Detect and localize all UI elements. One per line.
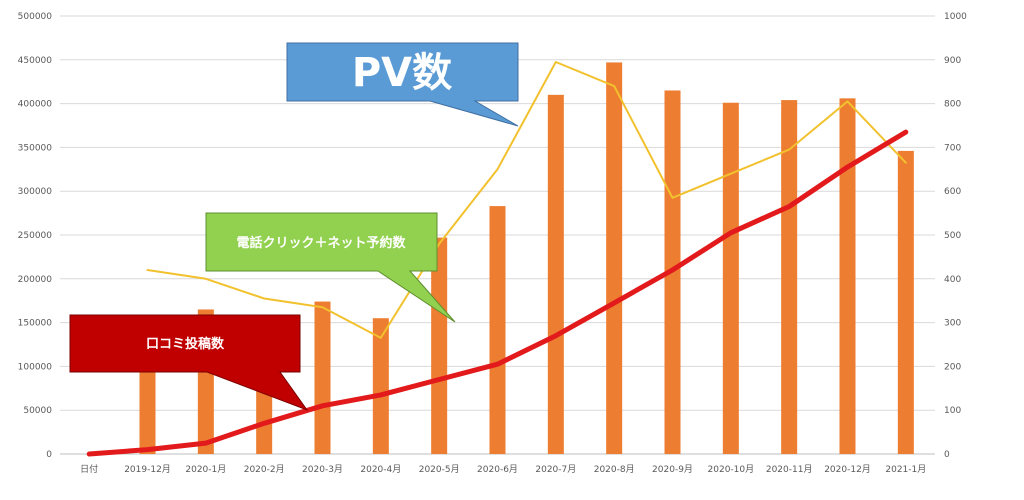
right-tick-label: 900 (944, 56, 961, 66)
category-tick-label: 2020-12月 (824, 464, 871, 475)
callout-review-text: 口コミ投稿数 (146, 336, 225, 352)
left-tick-label: 150000 (18, 319, 53, 329)
category-tick-label: 2020-8月 (594, 464, 635, 475)
right-tick-label: 0 (944, 450, 950, 460)
pv-bars (139, 62, 914, 455)
callout-tel-shape (205, 212, 456, 323)
left-tick-label: 300000 (18, 187, 53, 197)
category-tick-label: 2019-12月 (124, 464, 171, 475)
category-tick-label: 2020-5月 (419, 464, 460, 475)
right-tick-label: 500 (944, 231, 961, 241)
left-tick-label: 100000 (18, 362, 53, 372)
left-tick-label: 50000 (23, 406, 52, 416)
pv-bar (489, 206, 506, 454)
right-tick-label: 400 (944, 275, 961, 285)
category-tick-label: 日付 (80, 464, 98, 475)
category-tick-label: 2020-7月 (535, 464, 576, 475)
category-tick-label: 2020-9月 (652, 464, 693, 475)
left-tick-label: 400000 (18, 100, 53, 110)
right-tick-label: 600 (944, 187, 961, 197)
callout-pv: PV数 (286, 42, 519, 127)
tel-click-line (146, 61, 907, 339)
category-tick-label: 2020-1月 (185, 464, 226, 475)
left-tick-label: 500000 (18, 12, 53, 22)
callout-review: 口コミ投稿数 (69, 314, 309, 412)
series-lines (86, 61, 909, 457)
category-tick-label: 2020-2月 (244, 464, 285, 475)
pv-bar (781, 100, 798, 454)
right-tick-label: 700 (944, 143, 961, 153)
review-count-line (86, 129, 909, 457)
right-tick-label: 100 (944, 406, 961, 416)
callout-pv-shape (286, 42, 519, 127)
callout-pv-text: PV数 (352, 50, 452, 96)
left-tick-label: 450000 (18, 56, 53, 66)
category-tick-label: 2020-6月 (477, 464, 518, 475)
pv-bar (606, 62, 623, 454)
category-tick-label: 2020-11月 (766, 464, 813, 475)
left-axis-ticks: 0 50000 100000 150000 200000 250000 300000 3500… (18, 12, 53, 460)
right-tick-label: 1000 (944, 12, 967, 22)
pv-bar (722, 102, 739, 454)
callout-tel-text: 電話クリック＋ネット予約数 (236, 235, 406, 251)
category-tick-label: 2020-10月 (708, 464, 755, 475)
category-tick-label: 2020-3月 (302, 464, 343, 475)
right-tick-label: 200 (944, 362, 961, 372)
callout-review-shape (69, 314, 309, 412)
left-tick-label: 250000 (18, 231, 53, 241)
right-tick-label: 300 (944, 319, 961, 329)
pv-bar (897, 150, 914, 455)
pv-bar (372, 318, 389, 454)
pv-bar (547, 94, 564, 454)
pv-bar (139, 357, 156, 454)
pv-bar (839, 98, 856, 455)
left-tick-label: 0 (46, 450, 52, 460)
left-tick-label: 200000 (18, 275, 53, 285)
right-axis-ticks: 0 100 200 300 400 500 600 700 800 900 1000 (944, 12, 967, 460)
right-tick-label: 800 (944, 100, 961, 110)
category-tick-label: 2020-4月 (360, 464, 401, 475)
pv-bar (431, 237, 448, 454)
category-tick-label: 2021-1月 (885, 464, 926, 475)
left-tick-label: 350000 (18, 143, 53, 153)
category-axis-ticks: 日付 2019-12月 2020-1月 2020-2月 2020-3月 2020-4月 20… (80, 464, 926, 475)
pv-bar (314, 301, 331, 454)
callout-tel: 電話クリック＋ネット予約数 (205, 212, 456, 323)
